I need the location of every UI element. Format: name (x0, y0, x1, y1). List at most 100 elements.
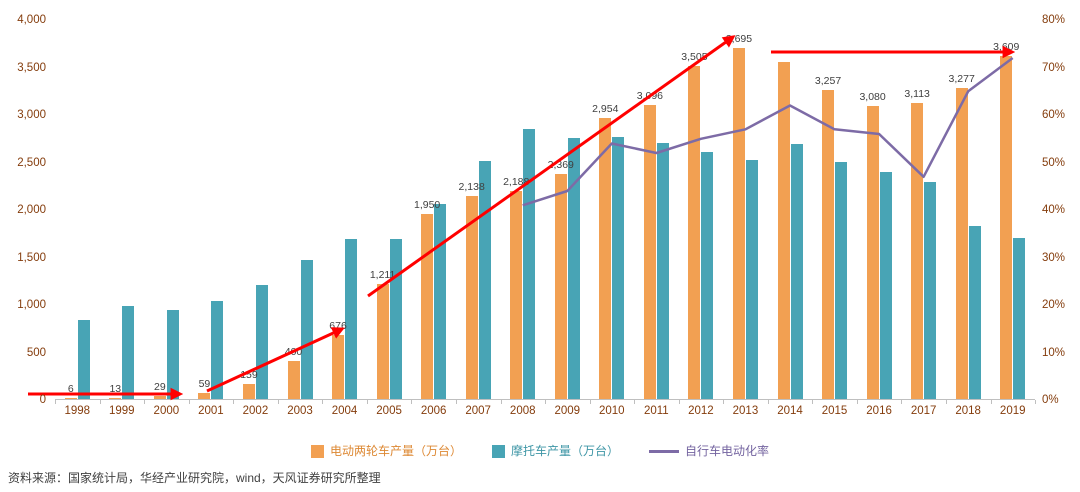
right-axis-tick-80: 80% (1042, 14, 1066, 26)
x-axis-tickmark (812, 400, 814, 404)
x-tick-1999: 1999 (109, 405, 135, 417)
data-label-2001: 59 (198, 378, 211, 391)
x-axis-tickmark (723, 400, 725, 404)
data-label-2017: 3,113 (904, 88, 930, 101)
x-tick-2008: 2008 (509, 405, 536, 417)
data-label-1998: 6 (67, 383, 74, 396)
bar-electric-2013 (732, 48, 745, 399)
x-axis-tickmark (945, 400, 947, 404)
left-axis-tick-500: 500 (26, 346, 46, 359)
bar-motorcycle-2000 (166, 309, 179, 399)
x-tick-2003: 2003 (287, 405, 313, 417)
x-axis-tickmark (1035, 400, 1036, 404)
data-label-2010: 2,954 (592, 103, 619, 116)
bar-motorcycle-2006 (434, 204, 447, 399)
x-axis-tickmark (411, 400, 413, 404)
x-axis-tickmark (455, 400, 457, 404)
x-axis-tickmark (322, 400, 324, 404)
bar-electric-2007 (465, 195, 478, 399)
x-tick-2017: 2017 (910, 405, 937, 417)
left-axis-tick-3000: 3,000 (17, 109, 46, 121)
bar-electric-2018 (955, 87, 968, 399)
x-tick-2007: 2007 (465, 405, 491, 417)
bar-electric-2000 (153, 396, 166, 399)
bar-motorcycle-2013 (745, 159, 758, 399)
legend: 电动两轮车产量（万台） 摩托车产量（万台） 自行车电动化率 (0, 444, 1080, 459)
right-axis-tick-70: 70% (1042, 61, 1066, 74)
data-label-2011: 3,096 (636, 89, 663, 102)
legend-line-marker (649, 450, 679, 453)
right-axis-tick-40: 40% (1042, 204, 1066, 216)
data-label-2015: 3,257 (814, 74, 842, 87)
right-axis-tick-30: 30% (1042, 251, 1066, 264)
bar-motorcycle-2017 (924, 182, 937, 399)
source-note: 资料来源：国家统计局，华经产业研究院，wind，天风证券研究所整理 (8, 471, 381, 485)
x-tick-2016: 2016 (866, 405, 892, 417)
right-axis-tick-20: 20% (1042, 299, 1066, 311)
bar-motorcycle-1999 (122, 305, 135, 399)
legend-square-marker (310, 445, 324, 458)
bar-electric-2002 (242, 383, 255, 399)
bar-electric-2005 (376, 284, 389, 399)
bar-electric-2016 (866, 106, 879, 399)
left-axis-tick-1000: 1,000 (17, 299, 46, 311)
x-tick-2019: 2019 (999, 405, 1026, 417)
bar-motorcycle-2002 (255, 285, 268, 399)
bar-electric-2011 (643, 104, 656, 399)
bar-motorcycle-2016 (879, 171, 892, 399)
legend-square-marker (491, 445, 505, 458)
x-tick-1998: 1998 (64, 405, 91, 417)
bar-motorcycle-2004 (345, 239, 358, 399)
left-axis-tick-3500: 3,500 (17, 61, 46, 74)
data-label-2002: 159 (240, 368, 258, 381)
legend-item-2: 自行车电动化率 (649, 444, 769, 459)
bar-electric-2017 (911, 103, 924, 399)
data-label-2009: 2,369 (547, 158, 574, 171)
x-axis-tickmark (55, 400, 56, 404)
bar-motorcycle-2011 (656, 142, 669, 399)
left-axis-tick-1500: 1,500 (17, 251, 46, 264)
x-tick-2014: 2014 (777, 405, 803, 417)
bar-electric-2012 (688, 66, 701, 399)
legend-item-1: 摩托车产量（万台） (491, 444, 619, 459)
bar-electric-1999 (109, 397, 122, 399)
bar-motorcycle-2009 (567, 137, 580, 399)
x-axis-tickmark (277, 400, 279, 404)
data-label-1999: 13 (109, 382, 122, 395)
bar-electric-2015 (822, 89, 835, 399)
x-tick-2012: 2012 (688, 405, 714, 417)
data-label-2006: 1,950 (413, 198, 441, 211)
right-axis-tick-60: 60% (1042, 109, 1066, 121)
bar-electric-1998 (64, 398, 77, 399)
bar-motorcycle-2010 (612, 136, 625, 399)
x-tick-2006: 2006 (420, 405, 447, 417)
x-axis-tickmark (901, 400, 903, 404)
x-axis-tickmark (545, 400, 546, 404)
bar-motorcycle-2018 (968, 226, 981, 399)
bar-motorcycle-2014 (790, 144, 803, 399)
data-label-2013: 3,695 (725, 32, 753, 45)
right-axis-tick-50: 50% (1042, 156, 1066, 169)
x-axis-labels: 1998 1999 2000 2001 2002 2003 2004 2005 2006 2007… (0, 404, 1080, 420)
bar-motorcycle-2007 (478, 160, 491, 399)
bar-motorcycle-2005 (389, 238, 402, 399)
bar-motorcycle-2015 (835, 161, 848, 399)
bar-electric-2004 (332, 334, 345, 399)
bar-electric-2008 (510, 191, 523, 399)
x-axis-tickmark (500, 400, 502, 404)
plot-area: 6 13 29 59 159 400 676 1,211 1,950 2,138 2,188 2,36… (55, 20, 1035, 400)
left-axis-tick-2000: 2,000 (17, 204, 46, 216)
x-axis-tickmark (990, 400, 992, 404)
bar-motorcycle-2019 (1013, 237, 1026, 399)
bar-electric-2001 (198, 393, 211, 399)
legend-label-0: 电动两轮车产量（万台） (329, 444, 462, 458)
x-tick-2011: 2011 (643, 405, 669, 417)
right-axis-tick-0: 0% (1042, 394, 1059, 406)
bar-motorcycle-2012 (701, 152, 714, 399)
right-axis-tick-10: 10% (1042, 346, 1066, 359)
legend-item-0: 电动两轮车产量（万台） (310, 444, 462, 459)
data-label-2019: 3,609 (993, 41, 1020, 54)
legend-label-1: 摩托车产量（万台） (510, 444, 619, 458)
x-axis-tickmark (589, 400, 591, 404)
bar-electric-2010 (599, 118, 612, 399)
